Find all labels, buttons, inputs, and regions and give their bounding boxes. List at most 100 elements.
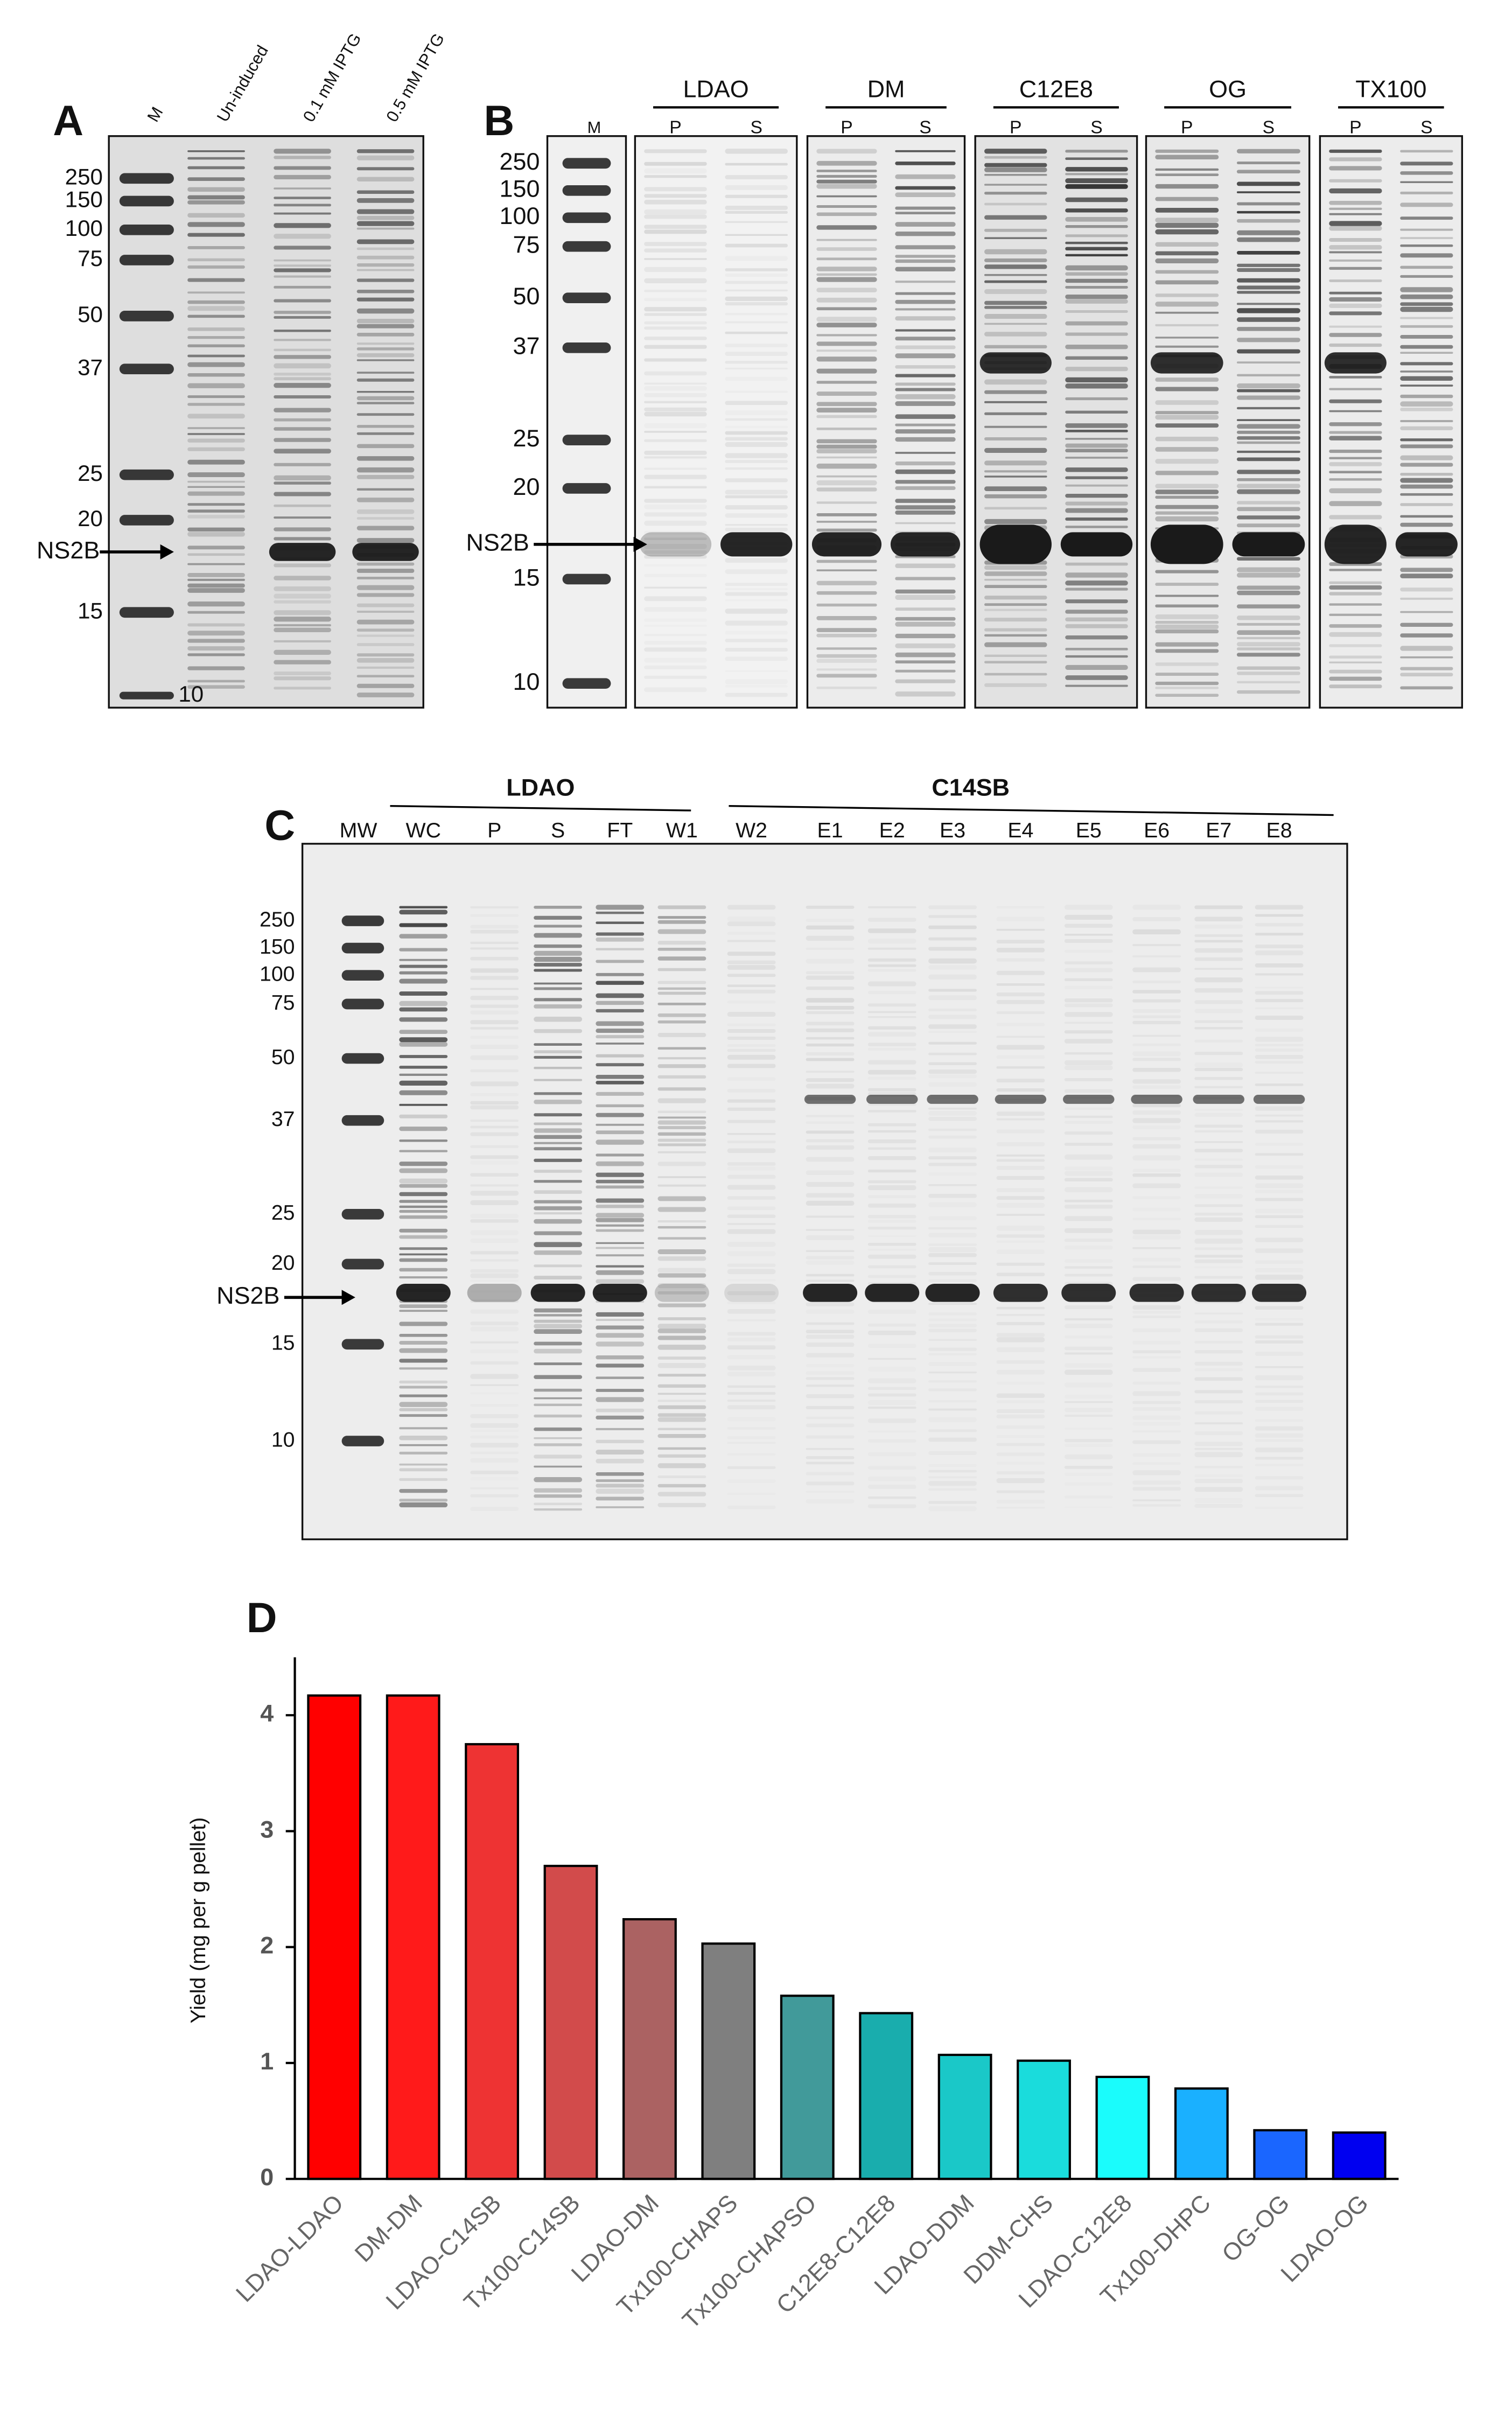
gel-band (534, 1050, 583, 1054)
gel-band (1155, 459, 1219, 464)
gel-band (816, 160, 877, 166)
gel-band (596, 921, 645, 924)
gel-band (1329, 259, 1382, 262)
gel-band (1065, 1347, 1113, 1351)
gel-band (1132, 1020, 1181, 1025)
gel-band (399, 1341, 448, 1345)
gel-band (399, 1127, 448, 1131)
gel-band (895, 633, 956, 639)
gel-band (928, 1324, 977, 1327)
x-tick-label: DM-DM (349, 2189, 427, 2267)
gel-band (996, 1111, 1045, 1116)
gel-band (996, 1435, 1045, 1438)
marker-label: 37 (271, 1107, 295, 1131)
gel-band (725, 243, 788, 248)
gel-band (868, 1477, 916, 1481)
gel-band (868, 1485, 916, 1489)
gel-band (657, 1303, 706, 1307)
gel-band (867, 1407, 916, 1409)
gel-band (725, 679, 788, 684)
gel-band (1064, 961, 1113, 964)
gel-band (1132, 1350, 1181, 1354)
gel-band (1236, 419, 1300, 421)
gel-band (470, 914, 519, 917)
gel-band (1132, 1277, 1181, 1281)
gel-band (1064, 1030, 1113, 1034)
gel-band (725, 442, 788, 447)
gel-band (1194, 1165, 1243, 1169)
gel-band (996, 928, 1045, 931)
gel-band (1400, 673, 1453, 677)
gel-band (1193, 1094, 1244, 1104)
gel-band (928, 1041, 977, 1045)
gel-band (1400, 408, 1453, 411)
gel-band (868, 1344, 916, 1348)
gel-band (1155, 436, 1219, 442)
gel-band (727, 1064, 776, 1068)
gel-band (1065, 1246, 1113, 1250)
gel-band (534, 1276, 583, 1279)
gel-band (1155, 229, 1219, 235)
gel-band (806, 1261, 855, 1265)
gel-band (470, 1230, 519, 1235)
gel-band (984, 654, 1047, 657)
gel-band (274, 427, 331, 431)
gel-band (356, 247, 415, 250)
gel-band (644, 574, 707, 577)
gel-band (596, 1506, 645, 1508)
gel-band (895, 499, 956, 503)
gel-band (806, 1335, 855, 1339)
gel-band (657, 1335, 706, 1340)
gel-band (725, 495, 788, 499)
gel-band (1155, 624, 1219, 630)
gel-band (727, 1223, 776, 1225)
gel-band (596, 1408, 645, 1412)
gel-band (399, 923, 448, 927)
gel-band (1155, 423, 1219, 428)
gel-band (806, 1279, 855, 1282)
gel-band (816, 391, 877, 396)
gel-band (596, 993, 645, 998)
gel-band (1329, 632, 1382, 637)
gel-band (1329, 457, 1382, 459)
lane-label: S (1090, 118, 1102, 138)
gel-band (868, 1418, 916, 1423)
gel-band (470, 1101, 519, 1105)
gel-band (534, 1100, 583, 1104)
gel-band (725, 296, 788, 302)
gel-band (1329, 311, 1382, 316)
gel-band (274, 316, 331, 319)
gel-band (399, 991, 448, 996)
gel-band (399, 1408, 448, 1411)
gel-band (928, 1216, 977, 1221)
gel-band (727, 1251, 776, 1256)
gel-band (1400, 503, 1453, 506)
gel-band (534, 1147, 583, 1151)
gel-band (720, 532, 793, 557)
gel-band (895, 150, 956, 152)
gel-band (341, 915, 384, 926)
gel-band (984, 571, 1047, 576)
gel-band (727, 1263, 776, 1267)
gel-band (1065, 599, 1128, 604)
bar (1017, 2059, 1071, 2180)
gel-band (1065, 184, 1128, 189)
gel-band (1155, 673, 1219, 676)
gel-band (895, 669, 956, 673)
gel-band (984, 228, 1047, 232)
gel-band (867, 1123, 916, 1127)
gel-band (928, 1247, 977, 1253)
marker-label: 20 (271, 1251, 295, 1275)
gel-band (867, 1185, 916, 1191)
gel-band (725, 524, 788, 526)
gel-band (562, 483, 611, 494)
gel-band (806, 935, 855, 941)
gel-band (356, 666, 415, 669)
gel-band (996, 1370, 1045, 1375)
gel-band (187, 291, 245, 294)
gel-band (596, 1389, 645, 1392)
gel-band (996, 1000, 1045, 1004)
gel-band (399, 1276, 448, 1279)
gel-band (1155, 642, 1219, 647)
gel-band (1065, 1324, 1113, 1328)
